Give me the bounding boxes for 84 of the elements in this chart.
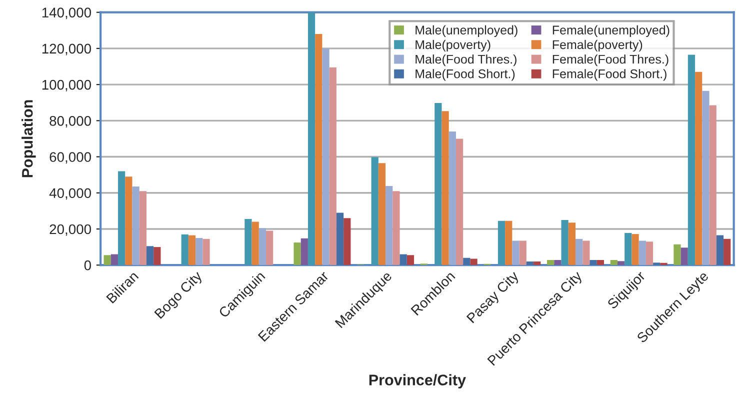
bar (709, 105, 716, 266)
bar (371, 157, 378, 266)
bar (400, 254, 407, 266)
bar (505, 220, 512, 266)
bar (702, 90, 710, 266)
bar (329, 67, 336, 266)
bar (724, 238, 731, 266)
bar (300, 238, 308, 266)
y-tick-label: 120,000 (42, 44, 92, 56)
y-tick-label: 100,000 (42, 80, 92, 92)
bar (498, 220, 506, 266)
bar (252, 222, 259, 266)
bar (534, 261, 541, 266)
bar (624, 232, 632, 266)
y-tick-label: 40,000 (49, 188, 92, 200)
legend-label: Male(Food Short.) (416, 69, 515, 81)
bar (344, 218, 351, 266)
bar (463, 258, 470, 266)
y-tick-label: 60,000 (50, 152, 92, 164)
legend-label: Male(Food Thres.) (416, 54, 516, 66)
bar (646, 242, 654, 266)
bar (680, 248, 688, 266)
y-tick-label: 20,000 (50, 224, 92, 236)
bar (716, 235, 724, 266)
bar (590, 260, 597, 266)
bar (448, 131, 456, 266)
y-tick-label: 0 (84, 260, 92, 270)
bar (596, 260, 604, 266)
bar (554, 260, 562, 266)
bar (561, 220, 568, 266)
bar (610, 260, 618, 266)
bar (378, 163, 386, 266)
bar (617, 261, 625, 266)
bar (582, 240, 590, 266)
bar (154, 247, 161, 266)
bar (110, 254, 118, 266)
bar (638, 240, 646, 266)
bar (308, 12, 316, 266)
bar (470, 258, 478, 266)
bar (456, 138, 464, 266)
bar (434, 102, 442, 266)
bar (512, 240, 520, 266)
bar (244, 219, 252, 266)
y-tick-label: 80,000 (50, 116, 92, 128)
bar (118, 171, 126, 266)
bar (266, 230, 274, 266)
bar (406, 255, 414, 266)
bar (196, 238, 203, 266)
bar (653, 262, 660, 266)
legend-label: Female(Food Short.) (552, 69, 666, 81)
bar (568, 222, 576, 266)
bar (632, 234, 639, 266)
y-tick-label: 140,000 (42, 8, 92, 20)
bar (202, 238, 210, 266)
bar (104, 255, 111, 266)
legend-label: Female(poverty) (552, 40, 642, 52)
bar (322, 48, 330, 266)
bar (125, 176, 132, 266)
bar (576, 238, 583, 266)
bar (547, 260, 554, 266)
bar (695, 72, 702, 266)
legend-label: Female(unemployed) (552, 25, 670, 37)
bar (315, 34, 322, 266)
bar (181, 234, 188, 266)
legend-label: Male(poverty) (416, 40, 490, 52)
bar (674, 244, 681, 266)
bar (660, 262, 668, 266)
bar (139, 191, 146, 266)
legend-label: Male(unemployed) (416, 25, 518, 37)
bar (519, 240, 526, 266)
bar (442, 111, 449, 266)
bar (294, 242, 301, 266)
bar (688, 54, 696, 266)
bar (392, 191, 400, 266)
bar (258, 228, 266, 266)
bar (336, 212, 344, 266)
legend-label: Female(Food Thres.) (552, 54, 668, 66)
bar (526, 261, 534, 266)
bar (386, 186, 393, 266)
x-axis-title: Province/City (369, 374, 466, 388)
y-axis-title: Population (22, 100, 36, 178)
bar (188, 235, 196, 266)
bar (132, 186, 140, 266)
bar (146, 246, 154, 266)
